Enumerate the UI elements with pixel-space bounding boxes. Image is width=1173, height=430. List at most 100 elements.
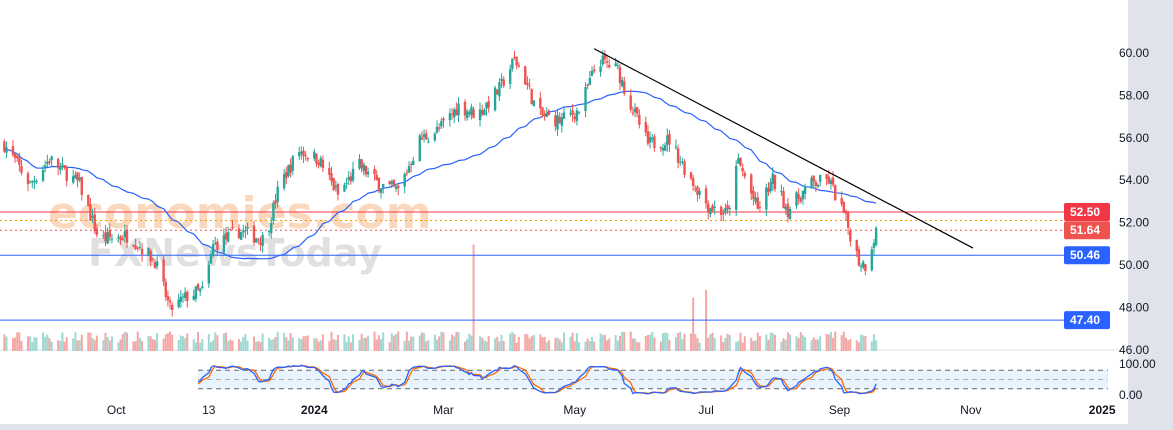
volume-bar [545,342,548,351]
candle-body [328,167,331,175]
volume-bar [164,334,167,351]
candle [358,154,361,170]
candle-body [11,146,15,155]
candle-body [48,161,51,163]
candle [63,164,66,170]
candle-body [394,186,398,189]
candle-body [123,231,127,238]
candle-body [784,206,787,210]
candle-body [571,110,574,116]
price-axis[interactable]: 60.00 58.00 56.00 54.00 52.00 50.00 48.00 46.00… [1119,46,1156,402]
candle-body [786,203,790,218]
candle [360,158,363,173]
candle-body [231,227,234,229]
candle [737,153,740,164]
candle-body [71,176,75,183]
volume-bar [207,333,210,351]
candle [644,116,647,137]
candle [498,78,501,102]
volume-bar [765,334,768,351]
candle-body [155,261,159,267]
volume-bar [433,334,436,351]
candle [336,182,340,201]
volume-bar [91,337,94,351]
candle-body [554,115,557,127]
candle-body [405,172,409,174]
candle [450,107,454,120]
volume-bar [106,337,109,351]
volume-bar [857,342,860,351]
volume-bar [810,340,813,351]
candle-body [722,213,725,215]
candle-body [313,151,316,159]
candle-body [814,181,818,186]
volume-bar [741,342,744,351]
volume-bar [451,334,454,351]
candle [556,108,559,136]
candle [543,110,546,121]
volume-bar [227,341,230,351]
candle-body [480,110,484,115]
time-axis[interactable]: Oct 13 2024 Mar May Jul Sep Nov 2025 [107,403,1116,417]
candle [707,200,710,220]
volume-bar [392,335,395,351]
volume-bar [786,332,789,351]
candle [379,188,383,199]
volume-bar [646,334,649,351]
candle-body [407,166,411,173]
volume-bar [360,333,363,351]
volume-bar [773,334,776,351]
candle [26,171,30,192]
candle [545,107,548,118]
trendline[interactable] [593,48,974,249]
candle [259,236,262,252]
price-tick-label: 58.00 [1119,88,1149,102]
candle-body [849,230,852,242]
candle [663,142,667,152]
volume-bar [599,333,602,351]
candle [71,169,75,185]
candle [689,171,693,181]
candle-body [825,174,828,179]
candle-body [214,242,217,244]
volume-bar [825,333,828,351]
candle-body [270,222,273,234]
volume-bar [631,338,634,351]
volume-bar [593,341,596,351]
horizontal-levels[interactable] [0,211,1108,321]
volume-bar [319,340,322,351]
candle-body [780,190,783,193]
candle-body [198,288,202,292]
candle-body [166,296,170,301]
volume-bar [65,337,68,351]
candle [605,54,609,69]
candle-body [711,205,714,211]
volume-bar [674,337,677,351]
volume-bar [44,336,47,351]
candle-body [317,162,320,166]
volume-bar [435,339,438,351]
volume-bar [35,337,38,351]
candle [786,197,790,223]
candle-body [364,165,368,175]
candle [134,238,137,251]
candle-body [138,247,142,249]
candle [691,175,695,192]
candle-body [65,167,68,181]
candle [351,161,355,183]
candle [319,155,322,168]
volume-bar [875,340,878,351]
volume-bar [18,332,21,351]
candle [95,224,99,238]
candle [407,161,411,174]
volume-bar [814,339,817,351]
candle-body [80,177,84,195]
candle-body [855,239,858,252]
candle-body [638,114,641,125]
candle-body [164,281,167,297]
candle-body [470,106,473,116]
candle [526,76,529,90]
candle [267,229,271,237]
candle-body [267,231,271,233]
